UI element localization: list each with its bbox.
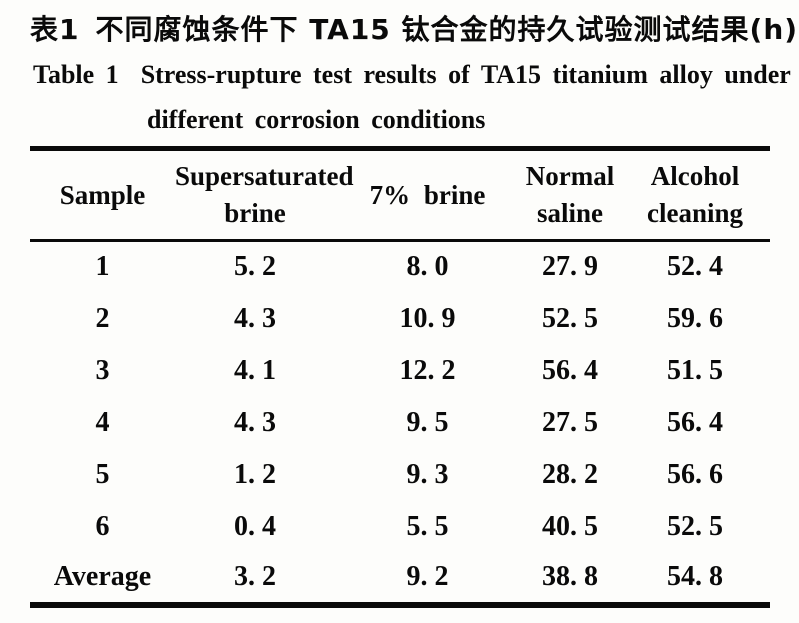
- table-cell: 4. 1: [234, 354, 276, 386]
- table-cell: 5. 5: [406, 510, 449, 542]
- results-table: Sample Supersaturated brine 7% brine Norm…: [30, 146, 770, 608]
- table-cell: 38. 8: [542, 561, 598, 592]
- table-cell: 5. 2: [234, 251, 276, 283]
- row-label: 6: [95, 510, 110, 542]
- table-cell: 52. 5: [667, 510, 723, 542]
- table-cell: 12. 2: [399, 354, 456, 386]
- column-header-7pct-brine: 7% brine: [335, 149, 520, 241]
- table-row: 3 4. 1 12. 2 56. 4 51. 5: [30, 345, 770, 397]
- table-caption-en-line1: Table 1 Stress-rupture test results of TA…: [33, 60, 791, 90]
- table-caption-en-line2: different corrosion conditions: [147, 105, 486, 134]
- table-caption-zh-text: 不同腐蚀条件下 TA15 钛合金的持久试验测试结果(h): [95, 13, 799, 46]
- table-cell: 52. 5: [542, 302, 598, 334]
- table-cell: 9. 2: [406, 561, 449, 592]
- column-header-alcohol-cleaning: Alcohol cleaning: [620, 149, 770, 241]
- results-table-body: 1 5. 2 8. 0 27. 9 52. 4 2 4. 3 10. 9 52.…: [30, 241, 770, 605]
- column-header-line: brine: [224, 198, 286, 228]
- column-header-line: Supersaturated: [175, 161, 354, 191]
- table-cell: 9. 5: [406, 406, 449, 438]
- row-label: 4: [95, 406, 110, 438]
- table-row: 2 4. 3 10. 9 52. 5 59. 6: [30, 293, 770, 345]
- column-header-line: cleaning: [646, 198, 743, 228]
- table-cell: 27. 9: [542, 251, 598, 283]
- column-header-sample: Sample: [30, 149, 175, 241]
- results-table-header: Sample Supersaturated brine 7% brine Norm…: [30, 149, 770, 241]
- column-header-supersaturated-brine: Supersaturated brine: [175, 149, 354, 241]
- table-cell: 28. 2: [542, 458, 598, 490]
- table-cell: 8. 0: [406, 251, 449, 283]
- row-label: 5: [95, 458, 110, 490]
- table-cell: 56. 4: [667, 406, 723, 438]
- column-header-normal-saline: Normal saline: [520, 149, 620, 241]
- table-cell: 10. 9: [399, 302, 456, 334]
- table-row-average: Average 3. 2 9. 2 38. 8 54. 8: [30, 553, 770, 605]
- table-cell: 59. 6: [667, 302, 723, 334]
- table-cell: 40. 5: [542, 510, 598, 542]
- table-cell: 54. 8: [667, 561, 723, 592]
- table-cell: 52. 4: [667, 251, 723, 283]
- column-header-line: 7% brine: [369, 179, 486, 210]
- table-cell: 1. 2: [234, 458, 276, 490]
- table-cell: 4. 3: [234, 302, 276, 334]
- table-cell: 9. 3: [406, 458, 449, 490]
- table-caption-en-label: Table 1: [33, 60, 119, 89]
- table-row: 6 0. 4 5. 5 40. 5 52. 5: [30, 501, 770, 553]
- row-label: 1: [95, 251, 110, 283]
- header-row: Sample Supersaturated brine 7% brine Norm…: [30, 149, 770, 241]
- table-row: 5 1. 2 9. 3 28. 2 56. 6: [30, 449, 770, 501]
- column-header-line: Normal: [525, 161, 615, 191]
- column-header-line: saline: [536, 198, 603, 228]
- table-cell: 3. 2: [234, 561, 276, 592]
- table-row: 4 4. 3 9. 5 27. 5 56. 4: [30, 397, 770, 449]
- table-cell: 51. 5: [667, 354, 723, 386]
- table-cell: 56. 6: [667, 458, 723, 490]
- table-cell: 0. 4: [234, 510, 276, 542]
- table-cell: 4. 3: [234, 406, 276, 438]
- table-row: 1 5. 2 8. 0 27. 9 52. 4: [30, 241, 770, 293]
- table-cell: 27. 5: [542, 406, 598, 438]
- table-cell: 56. 4: [542, 354, 598, 386]
- row-label: 2: [95, 302, 110, 334]
- row-label: 3: [95, 354, 110, 386]
- column-header-line: Alcohol: [650, 161, 740, 191]
- table-caption-zh: 表1 不同腐蚀条件下 TA15 钛合金的持久试验测试结果(h): [30, 8, 797, 48]
- table-caption-en-text: Stress-rupture test results of TA15 tita…: [140, 60, 791, 89]
- column-header-line: Sample: [59, 179, 146, 210]
- row-label: Average: [53, 561, 152, 592]
- table-caption-zh-label: 表1: [30, 13, 80, 46]
